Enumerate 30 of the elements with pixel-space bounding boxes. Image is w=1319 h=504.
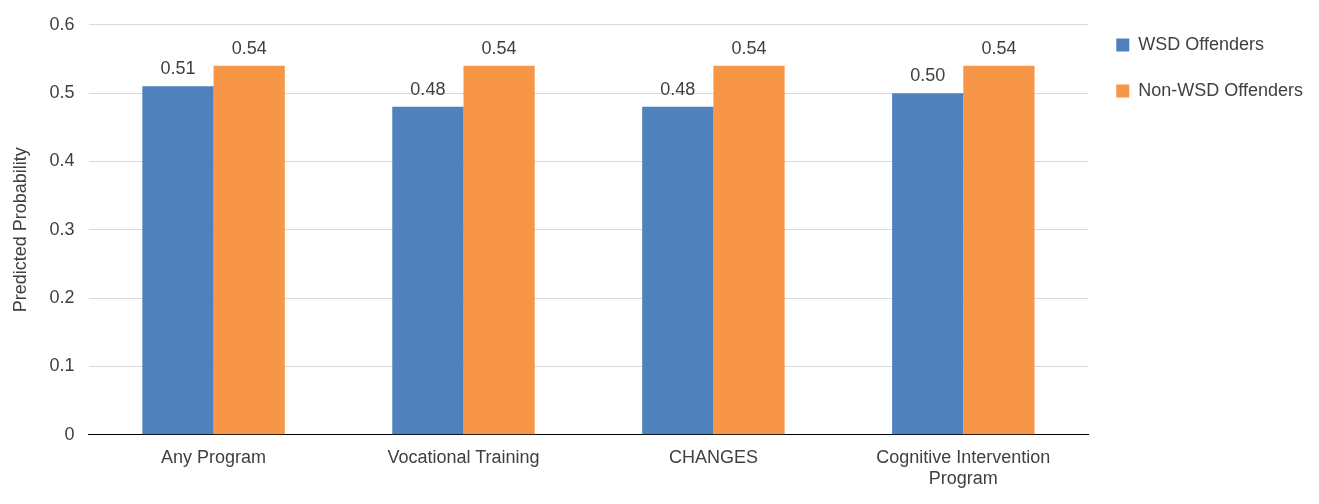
y-tick-label: 0.6 [49, 13, 75, 34]
y-tick-label: 0.4 [49, 150, 75, 171]
x-tick-label: Any Program [161, 446, 267, 467]
data-label: 0.51 [160, 58, 196, 79]
y-tick-label: 0.2 [49, 287, 75, 308]
data-label: 0.54 [481, 37, 517, 58]
data-label: 0.48 [410, 78, 446, 99]
data-label: 0.48 [660, 78, 696, 99]
bar [463, 65, 535, 435]
bar [892, 93, 964, 435]
y-tick-label: 0.5 [49, 82, 75, 103]
legend-label: WSD Offenders [1138, 33, 1264, 54]
data-label: 0.54 [981, 37, 1017, 58]
x-tick-label: Cognitive Intervention Program [876, 446, 1051, 489]
y-tick-label: 0 [64, 423, 75, 444]
bar [392, 106, 464, 435]
bar [213, 65, 285, 435]
data-label: 0.54 [731, 37, 767, 58]
x-tick-label: CHANGES [668, 446, 758, 467]
bar [642, 106, 714, 435]
x-tick-label: Vocational Training [387, 446, 540, 467]
data-label: 0.54 [231, 37, 267, 58]
y-axis-title: Predicted Probability [9, 147, 30, 313]
bar [142, 86, 214, 435]
bar [963, 65, 1035, 435]
bar [713, 65, 785, 435]
data-label: 0.50 [910, 65, 946, 86]
y-tick-label: 0.3 [49, 218, 75, 239]
y-tick-label: 0.1 [49, 355, 75, 376]
legend-label: Non-WSD Offenders [1138, 79, 1304, 100]
